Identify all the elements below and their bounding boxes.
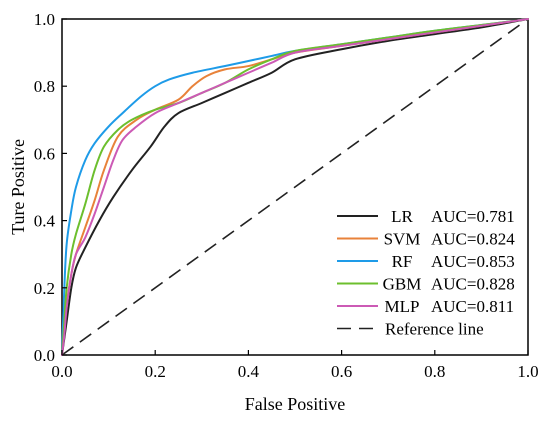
legend-auc-lr: AUC=0.781 — [431, 207, 515, 226]
x-axis-label: False Positive — [245, 394, 346, 414]
x-tick-label: 0.0 — [51, 362, 72, 381]
legend-label-rf: RF — [392, 252, 413, 271]
ticks-layer: 0.0 0.2 0.4 0.6 0.8 1.0 0.0 0.2 0.4 0.6 0.8 1.0 — [34, 10, 539, 381]
legend-auc-gbm: AUC=0.828 — [431, 275, 515, 294]
legend-label-mlp: MLP — [385, 297, 420, 316]
legend-auc-svm: AUC=0.824 — [431, 230, 515, 249]
x-tick-label: 0.6 — [331, 362, 352, 381]
legend-label-gbm: GBM — [383, 275, 422, 294]
series-line-mlp — [61, 18, 529, 356]
x-tick-label: 0.4 — [238, 362, 260, 381]
x-tick-label: 0.2 — [145, 362, 166, 381]
y-tick-label: 1.0 — [34, 10, 55, 29]
y-axis-label: Ture Positive — [8, 139, 28, 235]
x-tick-label: 0.8 — [424, 362, 445, 381]
series-line-gbm — [61, 18, 529, 356]
x-tick-label: 1.0 — [517, 362, 538, 381]
legend-label-reference: Reference line — [385, 320, 484, 339]
legend-auc-rf: AUC=0.853 — [431, 252, 515, 271]
series-line-lr — [61, 18, 529, 356]
legend: LR AUC=0.781 SVM AUC=0.824 RF AUC=0.853 GBM AUC… — [337, 207, 515, 339]
plot-frame — [61, 18, 529, 356]
y-tick-label: 0.2 — [34, 279, 55, 298]
reference-line — [61, 18, 529, 356]
legend-auc-mlp: AUC=0.811 — [431, 297, 514, 316]
plot-area: 0.0 0.2 0.4 0.6 0.8 1.0 0.0 0.2 0.4 0.6 0.8 1.0 — [34, 10, 539, 381]
y-tick-label: 0.8 — [34, 77, 55, 96]
curves-layer — [61, 18, 529, 356]
legend-label-svm: SVM — [384, 230, 421, 249]
y-tick-label: 0.6 — [34, 144, 55, 163]
y-tick-label: 0.4 — [34, 212, 56, 231]
y-tick-label: 0.0 — [34, 346, 55, 365]
legend-label-lr: LR — [391, 207, 413, 226]
